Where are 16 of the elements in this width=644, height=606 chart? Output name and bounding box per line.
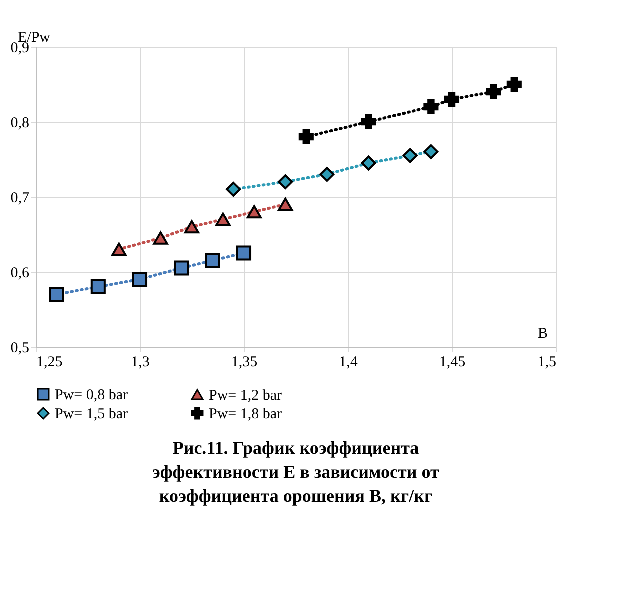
x-tick-label: 1,25 [36, 354, 63, 370]
y-tick-label: 0,6 [10, 266, 30, 282]
legend-label: Pw= 1,2 bar [209, 388, 282, 404]
x-tick-label: 1,45 [439, 354, 466, 370]
legend-label: Pw= 1,8 bar [209, 406, 282, 422]
text: Рис.11. График коэффициента эффективности Е в зависимости от коэффициента орошения В, кг/кг [152, 438, 440, 506]
y-tick-label: 0,8 [10, 116, 30, 132]
legend-label: Pw= 1,5 bar [55, 406, 128, 422]
y-tick-label: 0,7 [10, 190, 30, 206]
x-tick-label: 1,3 [131, 354, 150, 370]
x-tick-label: 1,5 [538, 354, 556, 370]
x-tick-label: 1,4 [339, 354, 358, 370]
legend-label: Pw= 0,8 bar [55, 388, 128, 404]
x-tick-label: 1,35 [231, 354, 258, 370]
x-axis-title: B [538, 326, 548, 342]
y-tick-label: 0,5 [10, 340, 30, 356]
